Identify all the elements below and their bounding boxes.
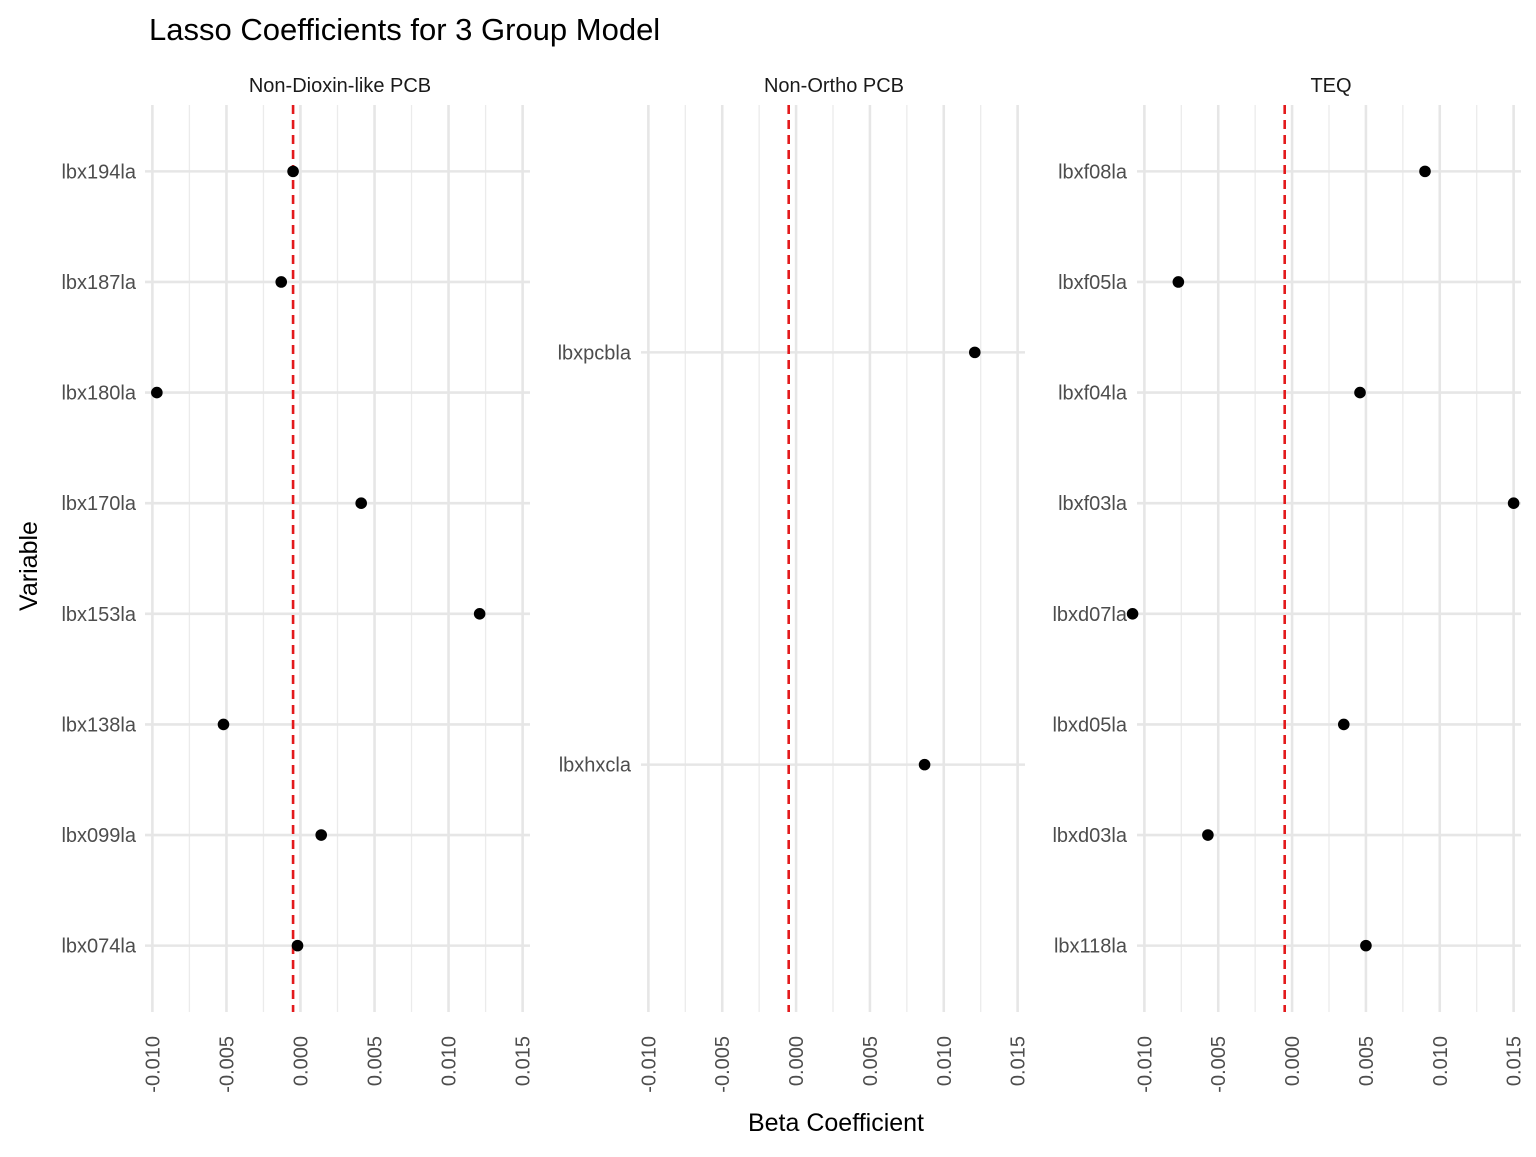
x-tick-label: 0.010 bbox=[439, 1036, 461, 1086]
x-tick-label: -0.010 bbox=[638, 1036, 660, 1093]
x-tick-label: 0.015 bbox=[513, 1036, 535, 1086]
coefficient-point bbox=[968, 346, 981, 359]
x-tick-label: 0.000 bbox=[1282, 1036, 1304, 1086]
y-tick-label: lbxf05la bbox=[1058, 272, 1128, 294]
facet-strip-label: Non-Dioxin-like PCB bbox=[249, 75, 431, 97]
y-tick-label: lbx187la bbox=[61, 272, 136, 294]
coefficient-point bbox=[473, 608, 486, 620]
panel-3: TEQ -0.010 -0.005 0.000 0.005 0.010 0.015 lbx11… bbox=[1052, 75, 1525, 1093]
x-tick-label: 0.015 bbox=[1504, 1036, 1526, 1086]
x-tick-label: 0.005 bbox=[365, 1036, 387, 1086]
y-tick-label: lbxhxcla bbox=[559, 755, 632, 777]
y-tick-label: lbxd07la bbox=[1052, 604, 1127, 626]
coefficient-point bbox=[1360, 939, 1372, 952]
y-tick-label: lbxd05la bbox=[1052, 714, 1127, 736]
facet-strip-label: TEQ bbox=[1310, 75, 1351, 97]
coefficient-point bbox=[287, 165, 299, 178]
x-tick-label: 0.005 bbox=[1356, 1036, 1378, 1086]
x-tick-label: -0.010 bbox=[142, 1036, 164, 1093]
x-tick-label: -0.005 bbox=[1208, 1036, 1230, 1093]
y-tick-label: lbx180la bbox=[61, 383, 136, 405]
x-tick-label: 0.000 bbox=[786, 1036, 808, 1086]
y-tick-label: lbx118la bbox=[1054, 936, 1128, 958]
x-axis-title: Beta Coefficient bbox=[748, 1109, 924, 1137]
panel-1: Non-Dioxin-like PCB -0.010 -0.005 0.000 0.00… bbox=[61, 75, 534, 1093]
coefficient-point bbox=[918, 758, 931, 771]
coefficient-point bbox=[275, 276, 288, 288]
y-tick-label: lbxd03la bbox=[1052, 825, 1127, 847]
coefficient-point bbox=[1126, 608, 1139, 620]
x-tick-label: 0.015 bbox=[1008, 1036, 1030, 1086]
y-tick-label: lbxpcbla bbox=[558, 342, 632, 364]
coefficient-point bbox=[1172, 276, 1185, 288]
coefficient-point bbox=[355, 497, 367, 509]
y-tick-label: lbx194la bbox=[61, 161, 136, 183]
coefficient-point bbox=[315, 829, 328, 841]
coefficient-point bbox=[151, 386, 163, 399]
coefficient-point bbox=[1354, 386, 1366, 399]
x-tick-label: 0.010 bbox=[1430, 1036, 1452, 1086]
coefficient-point bbox=[1337, 718, 1350, 731]
y-axis-title: Variable bbox=[15, 521, 43, 611]
y-tick-label: lbx153la bbox=[61, 604, 136, 626]
coefficient-point bbox=[217, 718, 230, 731]
y-tick-label: lbx099la bbox=[61, 825, 136, 847]
y-tick-label: lbx170la bbox=[61, 493, 136, 515]
coefficient-point bbox=[291, 939, 304, 952]
coefficient-point bbox=[1419, 165, 1431, 178]
facet-panels: Non-Dioxin-like PCB -0.010 -0.005 0.000 0.00… bbox=[61, 75, 1525, 1093]
coefficient-point bbox=[1202, 829, 1214, 841]
x-tick-label: -0.005 bbox=[712, 1036, 734, 1093]
x-tick-label: -0.010 bbox=[1134, 1036, 1156, 1093]
panel-2: Non-Ortho PCB -0.010 -0.005 0.000 0.005 0.010… bbox=[558, 75, 1030, 1093]
facet-strip-label: Non-Ortho PCB bbox=[764, 75, 904, 97]
x-tick-label: 0.005 bbox=[860, 1036, 882, 1086]
x-tick-label: -0.005 bbox=[216, 1036, 238, 1093]
y-tick-label: lbxf03la bbox=[1058, 493, 1128, 515]
coefficient-point bbox=[1507, 497, 1520, 509]
y-tick-label: lbx074la bbox=[61, 936, 136, 958]
y-tick-label: lbxf08la bbox=[1058, 161, 1128, 183]
x-tick-label: 0.000 bbox=[290, 1036, 312, 1086]
x-tick-label: 0.010 bbox=[934, 1036, 956, 1086]
chart-title: Lasso Coefficients for 3 Group Model bbox=[149, 12, 660, 47]
y-tick-label: lbxf04la bbox=[1058, 383, 1128, 405]
y-tick-label: lbx138la bbox=[61, 714, 136, 736]
